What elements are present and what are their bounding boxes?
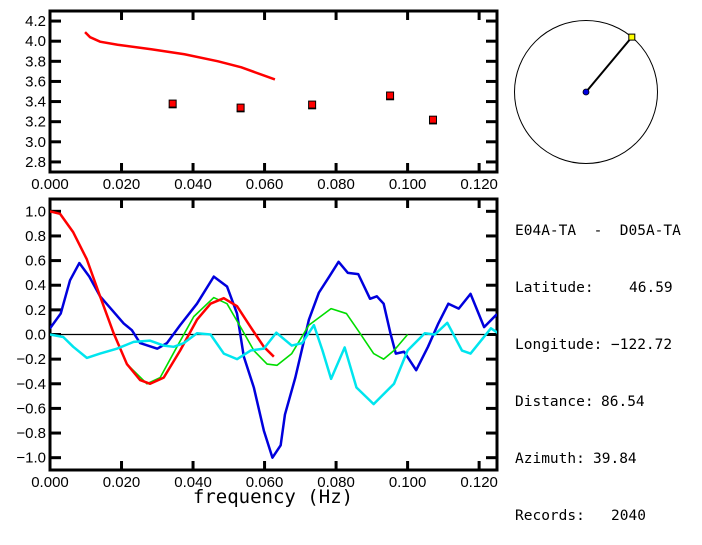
- x-tick-label: 0.120: [460, 474, 498, 491]
- data-point: [236, 103, 245, 112]
- azimuth-line: [585, 36, 633, 93]
- y-tick-label: 4.0: [25, 33, 46, 50]
- data-point: [386, 91, 395, 100]
- x-tick-label: 0.020: [103, 474, 141, 491]
- data-point: [308, 100, 317, 109]
- y-tick-label: −0.2: [16, 351, 46, 368]
- info-records: Records: 2040: [515, 508, 646, 524]
- x-tick-label: 0.100: [389, 474, 427, 491]
- x-tick-label: 0.020: [103, 176, 141, 193]
- x-tick-label: 0.060: [246, 474, 284, 491]
- y-tick-label: 0.8: [25, 228, 46, 245]
- plot-panel-1: 0.000 0.020 0.040 0.060 0.080 0.100 0.120 −1.0 −…: [16, 197, 499, 508]
- chart-canvas: 0.000 0.020 0.040 0.060 0.080 0.100 0.120 2.8 3.…: [16, 9, 658, 508]
- y-tick-label: −0.4: [16, 376, 46, 393]
- x-tick-label: 0.100: [389, 176, 427, 193]
- y-tick-label: 4.2: [25, 13, 46, 30]
- x-tick-label: 0.060: [246, 176, 284, 193]
- y-tick-label: 2.8: [25, 154, 46, 171]
- info-distance: Distance: 86.54: [515, 394, 645, 410]
- x-tick-label: 0.120: [460, 176, 498, 193]
- y-tick-label: −0.8: [16, 425, 46, 442]
- y-tick-label: 3.0: [25, 134, 46, 151]
- y-tick-label: 1.0: [25, 203, 46, 220]
- info-azimuth: Azimuth: 39.84: [515, 451, 637, 467]
- plot-frame: [48, 9, 499, 174]
- y-tick-label: −0.6: [16, 400, 46, 417]
- series-line-2: [50, 210, 275, 386]
- azimuth-marker: [628, 33, 636, 41]
- x-axis-label: frequency (Hz): [193, 486, 353, 508]
- data-point: [168, 99, 177, 108]
- x-tick-label: 0.040: [174, 176, 212, 193]
- y-tick-label: 3.2: [25, 114, 46, 131]
- station-info-panel: E04A-TA - D05A-TA Latitude: 46.59 Longitu…: [515, 184, 681, 545]
- info-longitude: Longitude: −122.72: [515, 337, 673, 353]
- y-tick-label: 3.4: [25, 94, 46, 111]
- info-latitude: Latitude: 46.59: [515, 280, 673, 296]
- series-line-1: [50, 210, 409, 385]
- y-tick-label: 3.6: [25, 73, 46, 90]
- x-tick-label: 0.080: [317, 474, 355, 491]
- x-tick-label: 0.000: [31, 474, 69, 491]
- y-tick-label: 3.8: [25, 53, 46, 70]
- y-tick-label: 0.2: [25, 302, 46, 319]
- y-tick-label: 0.6: [25, 253, 46, 270]
- y-tick-label: −1.0: [16, 450, 46, 467]
- y-tick-label: 0.4: [25, 277, 46, 294]
- x-tick-label: 0.080: [317, 176, 355, 193]
- y-tick-label: 0.0: [25, 327, 46, 344]
- plot-panel-0: 0.000 0.020 0.040 0.060 0.080 0.100 0.120 2.8 3.…: [25, 9, 499, 193]
- series-line-3: [50, 321, 497, 406]
- data-point: [428, 115, 437, 124]
- station-pair: E04A-TA - D05A-TA: [515, 223, 681, 239]
- series-line-0: [50, 260, 497, 459]
- dial-circle: [514, 20, 658, 164]
- x-tick-label: 0.000: [31, 176, 69, 193]
- x-tick-label: 0.040: [174, 474, 212, 491]
- azimuth-dial: [514, 20, 658, 164]
- station-dot: [582, 88, 590, 96]
- dispersion-curve: [84, 31, 276, 81]
